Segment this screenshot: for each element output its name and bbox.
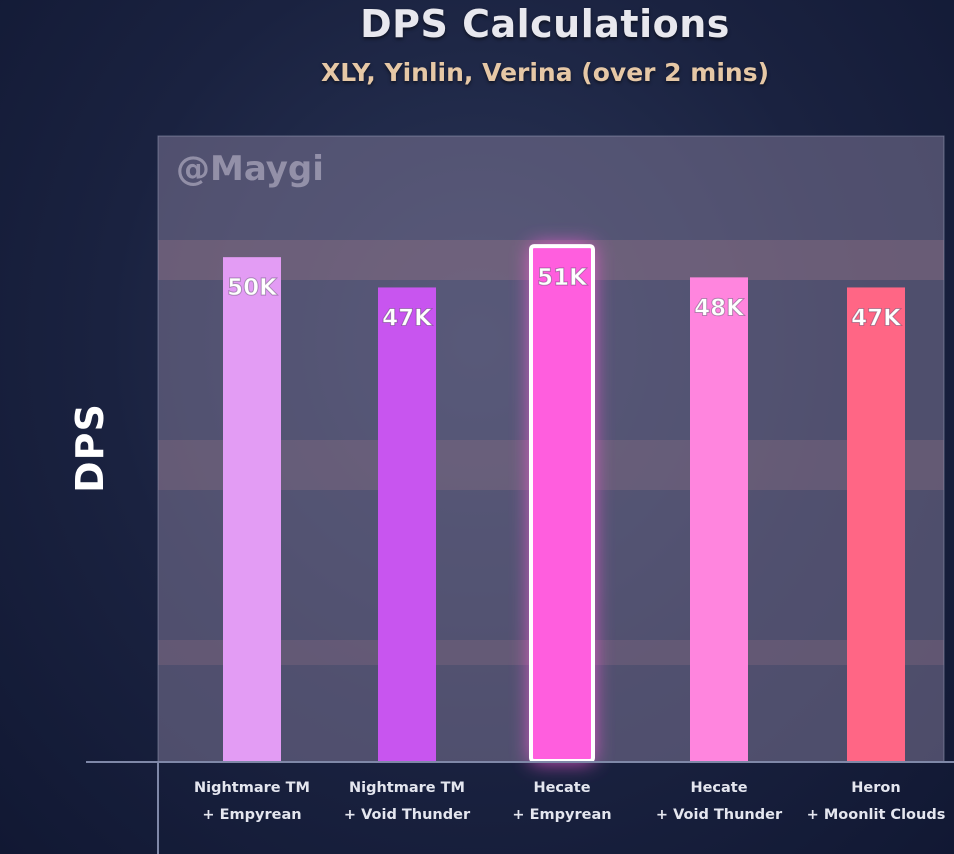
bar: [690, 277, 748, 762]
bar-value-label: 51K: [537, 265, 588, 291]
x-tick-label: Nightmare TM: [194, 780, 310, 796]
x-tick-labels: Nightmare TM + Empyrean Nightmare TM + Void…: [194, 780, 945, 823]
bar-value-label: 48K: [694, 295, 745, 321]
x-tick-label: Nightmare TM: [349, 780, 465, 796]
x-tick-label: + Void Thunder: [656, 807, 783, 823]
x-tick-label: + Empyrean: [512, 807, 611, 823]
chart-title: DPS Calculations: [360, 2, 730, 46]
bar: [533, 247, 591, 762]
x-tick-label: + Void Thunder: [344, 807, 471, 823]
bar: [223, 257, 281, 762]
bar-value-label: 47K: [382, 305, 433, 331]
x-tick-label: Hecate: [533, 780, 590, 796]
watermark-text: @Maygi: [176, 149, 324, 189]
chart-subtitle: XLY, Yinlin, Verina (over 2 mins): [321, 58, 769, 87]
x-tick-label: Heron: [851, 780, 900, 796]
bar-value-label: 47K: [851, 305, 902, 331]
bar: [847, 287, 905, 762]
x-tick-label: + Empyrean: [202, 807, 301, 823]
x-tick-label: + Moonlit Clouds: [807, 807, 946, 823]
x-tick-label: Hecate: [690, 780, 747, 796]
axes-group: [86, 761, 954, 854]
bars-group: 50K 47K 51K 48K 47K: [223, 244, 905, 763]
bar: [378, 287, 436, 762]
bar-value-label: 50K: [227, 275, 278, 301]
